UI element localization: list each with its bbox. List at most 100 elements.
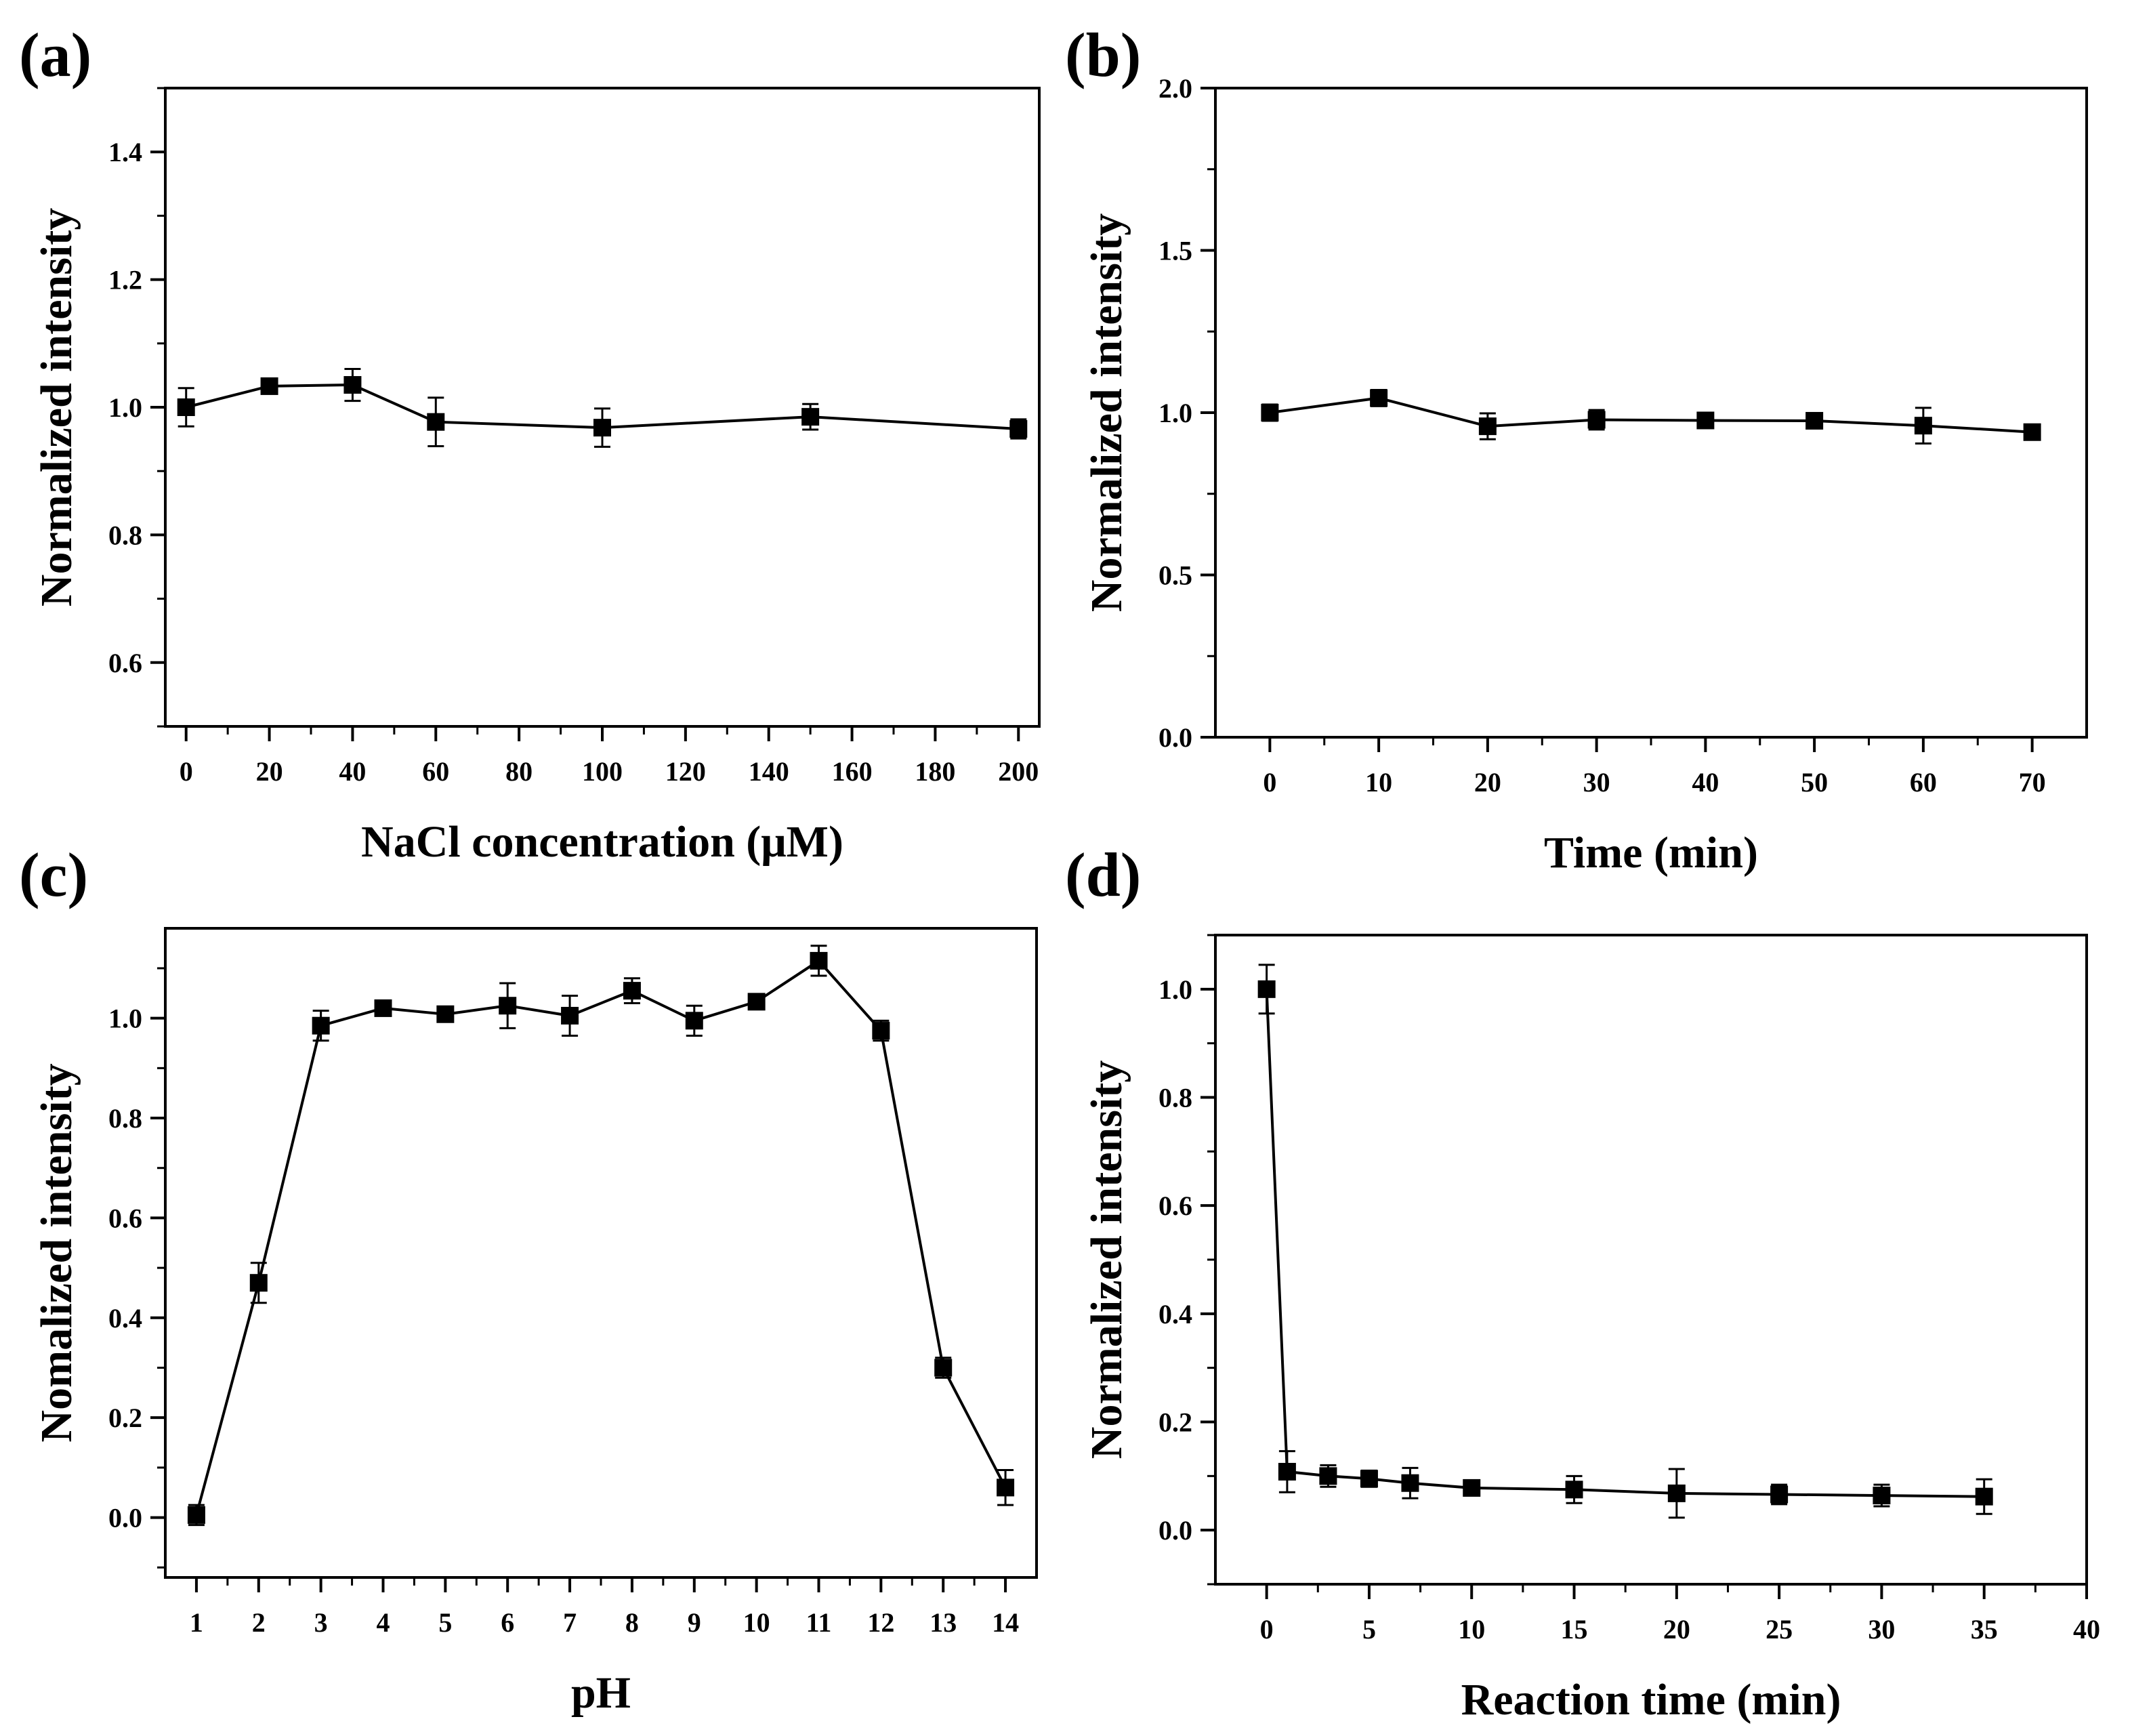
panel-a-x-tick-label: 100 xyxy=(582,756,623,787)
panel-d-y-tick-label: 1.0 xyxy=(1158,974,1192,1005)
panel-c-label: (c) xyxy=(19,840,88,909)
panel-a-y-tick-label: 1.0 xyxy=(108,392,142,423)
panel-c-x-tick-label: 4 xyxy=(377,1607,390,1638)
panel-c-data-point xyxy=(747,993,766,1011)
panel-a-plot-frame xyxy=(164,87,1041,728)
panel-b-plot-frame xyxy=(1214,87,2088,739)
panel-c-y-axis-title: Nomalized intensity xyxy=(32,1063,81,1442)
panel-d-y-tick-label: 0.0 xyxy=(1158,1515,1192,1546)
panel-a-x-axis-title: NaCl concentration (μM) xyxy=(361,817,843,867)
panel-c: (c) 1 2 3 4 5 6 7 8 9 10 11 12 13 140.00.20.40.60.81.… xyxy=(19,840,1038,1718)
panel-c-data-point xyxy=(436,1005,455,1023)
panel-d-data-point xyxy=(1278,1462,1296,1481)
panel-c-y-tick-label: 0.0 xyxy=(108,1503,142,1533)
panel-a-x-tick-label: 40 xyxy=(339,756,366,787)
panel-c-data-point xyxy=(623,982,641,1000)
panel-d-x-tick-label: 40 xyxy=(2073,1614,2100,1645)
panel-c-x-tick-label: 11 xyxy=(806,1607,832,1638)
panel-c-data-point xyxy=(810,951,828,970)
panel-c-x-tick-label: 14 xyxy=(992,1607,1019,1638)
panel-d-data-point xyxy=(1360,1470,1378,1488)
panel-a-x-tick-label: 140 xyxy=(749,756,789,787)
panel-c-y-tick-label: 0.2 xyxy=(108,1403,142,1433)
panel-c-data-point xyxy=(187,1506,205,1524)
panel-c-x-tick-label: 13 xyxy=(930,1607,957,1638)
panel-b-y-tick-label: 1.0 xyxy=(1158,398,1192,428)
panel-b-y-tick-label: 0.0 xyxy=(1158,722,1192,753)
panel-c-x-tick-label: 12 xyxy=(867,1607,894,1638)
panel-a-x-tick-label: 20 xyxy=(256,756,283,787)
panel-d-series-line xyxy=(1265,989,1984,1498)
panel-d-y-axis-title: Normalized intensity xyxy=(1082,1060,1131,1459)
panel-a-label: (a) xyxy=(19,20,91,89)
panel-c-data-point xyxy=(312,1016,330,1035)
panel-b-x-tick-label: 0 xyxy=(1263,767,1276,798)
panel-b-y-tick-label: 0.5 xyxy=(1158,560,1192,591)
panel-a-x-tick-label: 0 xyxy=(180,756,193,787)
panel-c-data-point xyxy=(561,1006,579,1025)
panel-d-data-point xyxy=(1565,1481,1583,1499)
panel-b-x-tick-label: 10 xyxy=(1365,767,1392,798)
panel-d-x-tick-label: 10 xyxy=(1458,1614,1485,1645)
panel-b-x-tick-label: 70 xyxy=(2019,767,2046,798)
panel-d-y-tick-label: 0.4 xyxy=(1158,1299,1192,1329)
panel-a-data-point xyxy=(1009,420,1028,438)
panel-d-y-tick-label: 0.2 xyxy=(1158,1407,1192,1438)
panel-a-x-tick-label: 180 xyxy=(915,756,955,787)
panel-c-x-tick-label: 9 xyxy=(688,1607,701,1638)
panel-d-x-tick-label: 5 xyxy=(1362,1614,1376,1645)
panel-a-data-point xyxy=(260,377,278,395)
panel-b: (b) 0 10 20 30 40 50 60 70 0.0 0.5 1.0 1.5 2.0 Time (… xyxy=(1065,20,2088,877)
panel-a-x-tick-label: 160 xyxy=(832,756,873,787)
panel-c-data-point xyxy=(499,997,517,1015)
panel-a-data-point xyxy=(343,376,362,394)
panel-d-x-tick-label: 0 xyxy=(1260,1614,1274,1645)
panel-a-x-tick-label: 200 xyxy=(998,756,1039,787)
panel-d-x-axis-title: Reaction time (min) xyxy=(1461,1675,1841,1724)
panel-a-y-axis-title: Normalized intensity xyxy=(32,208,81,606)
panel-b-x-axis-title: Time (min) xyxy=(1544,828,1758,877)
panel-a-data-point xyxy=(801,408,820,426)
panel-a-data-point xyxy=(427,413,445,431)
panel-d-data-point xyxy=(1401,1474,1419,1492)
panel-c-x-tick-label: 8 xyxy=(625,1607,639,1638)
panel-c-x-tick-label: 1 xyxy=(190,1607,203,1638)
panel-a-data-point xyxy=(177,398,195,416)
panel-d-plot-frame xyxy=(1214,934,2088,1586)
panel-b-x-tick-label: 30 xyxy=(1583,767,1610,798)
panel-c-y-tick-label: 0.8 xyxy=(108,1103,142,1134)
panel-b-data-point xyxy=(1696,411,1715,430)
panel-c-data-point xyxy=(685,1012,703,1030)
panel-d-x-tick-label: 20 xyxy=(1663,1614,1690,1645)
panel-d-data-point xyxy=(1667,1484,1686,1502)
panel-b-y-tick-label: 2.0 xyxy=(1158,73,1192,104)
panel-c-series-line xyxy=(194,959,1007,1516)
panel-b-data-point xyxy=(1805,411,1824,430)
panel-d-y-tick-label: 0.6 xyxy=(1158,1191,1192,1221)
panel-b-data-point xyxy=(1914,417,1932,435)
panel-a-y-tick-label: 0.6 xyxy=(108,648,142,678)
panel-c-x-tick-label: 6 xyxy=(501,1607,514,1638)
panel-b-data-point xyxy=(2023,423,2041,441)
panel-b-data-point xyxy=(1478,417,1497,436)
panel-b-label: (b) xyxy=(1065,20,1141,89)
panel-b-data-point xyxy=(1261,404,1279,421)
panel-b-x-tick-label: 40 xyxy=(1692,767,1719,798)
panel-b-data-point xyxy=(1370,389,1388,407)
panel-b-x-tick-label: 20 xyxy=(1474,767,1501,798)
panel-d-x-tick-label: 35 xyxy=(1971,1614,1998,1645)
panel-d-data-point xyxy=(1319,1467,1337,1485)
panel-d-data-point xyxy=(1975,1487,1993,1506)
panel-a-y-tick-label: 1.2 xyxy=(108,265,142,295)
panel-b-x-tick-label: 60 xyxy=(1910,767,1937,798)
panel-b-y-tick-label: 1.5 xyxy=(1158,236,1192,266)
panel-c-x-tick-label: 3 xyxy=(314,1607,328,1638)
panel-c-y-tick-label: 1.0 xyxy=(108,1004,142,1034)
panel-b-x-tick-label: 50 xyxy=(1801,767,1828,798)
panel-a-y-tick-label: 0.8 xyxy=(108,520,142,550)
panel-d-x-tick-label: 30 xyxy=(1868,1614,1895,1645)
panel-b-series-line xyxy=(1270,396,2032,434)
panel-c-x-tick-label: 7 xyxy=(563,1607,577,1638)
panel-c-data-point xyxy=(249,1274,268,1292)
